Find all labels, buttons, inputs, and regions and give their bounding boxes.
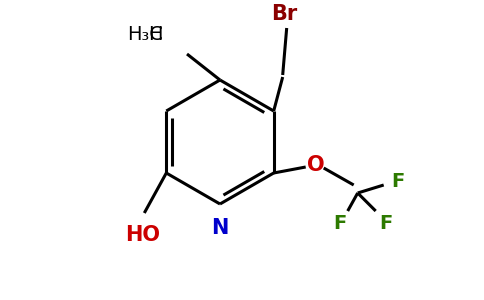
Text: H₃C: H₃C — [127, 25, 163, 44]
Text: Br: Br — [272, 4, 298, 24]
Text: F: F — [333, 214, 347, 232]
Text: N: N — [212, 218, 228, 238]
Text: O: O — [307, 155, 324, 175]
Text: H: H — [149, 25, 163, 44]
Text: F: F — [391, 172, 404, 190]
Text: F: F — [379, 214, 393, 232]
Text: HO: HO — [125, 225, 160, 245]
